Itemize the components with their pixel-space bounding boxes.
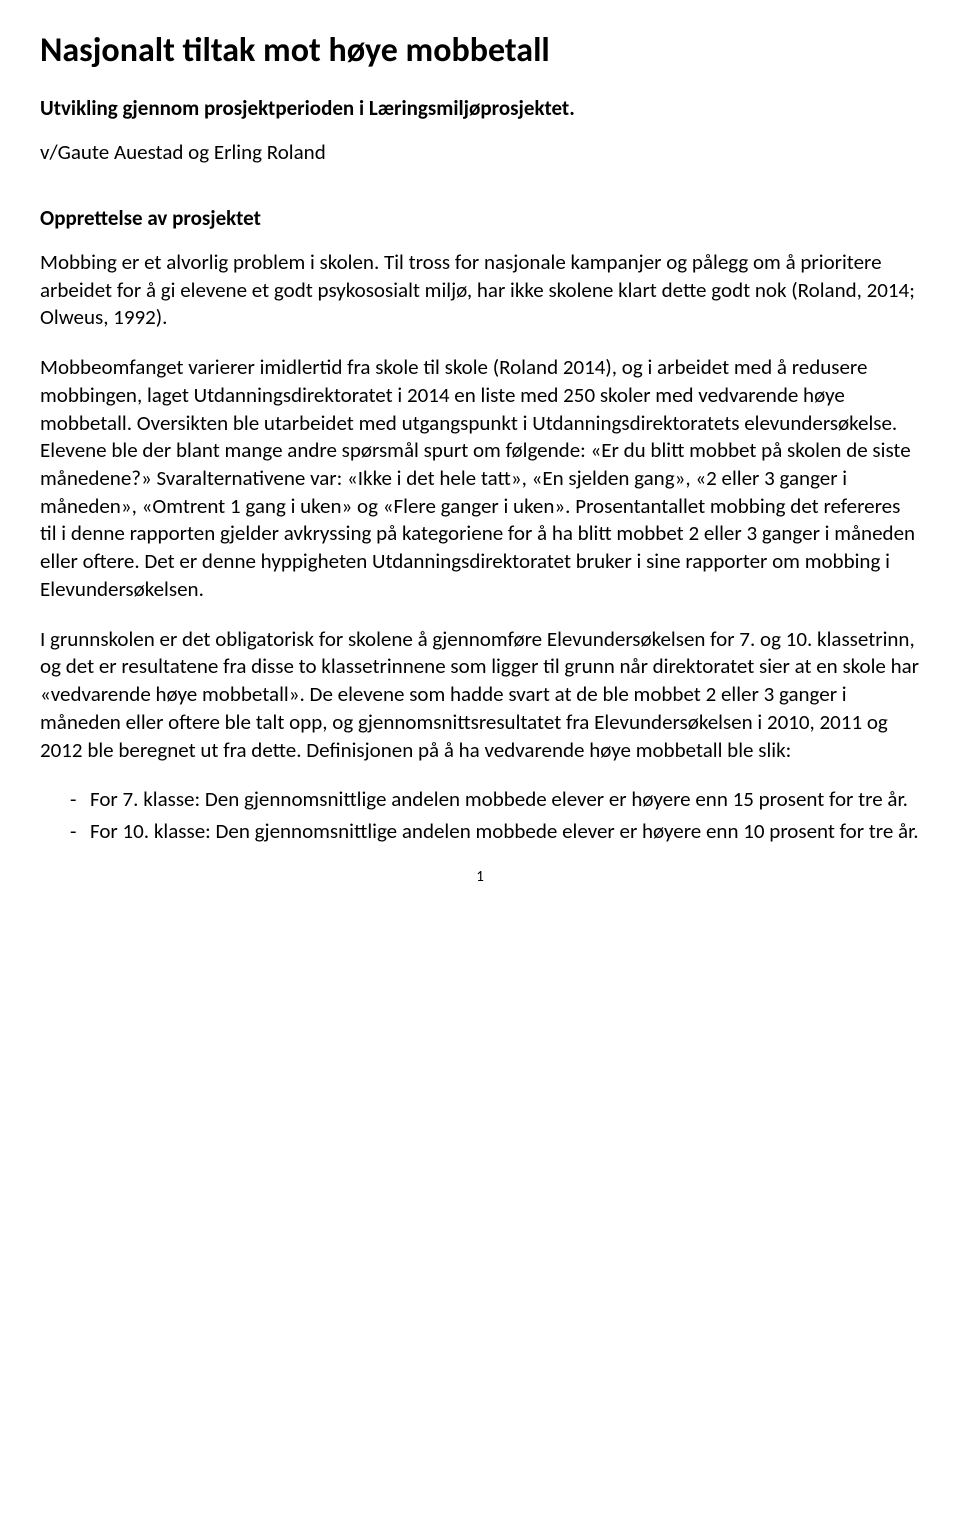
list-item: For 10. klasse: Den gjennomsnittlige and… xyxy=(70,818,920,846)
paragraph: Mobbing er et alvorlig problem i skolen.… xyxy=(40,249,920,332)
document-title: Nasjonalt tiltak mot høye mobbetall xyxy=(40,30,920,71)
section-heading: Opprettelse av prosjektet xyxy=(40,205,920,231)
page-number: 1 xyxy=(40,868,920,886)
paragraph: I grunnskolen er det obligatorisk for sk… xyxy=(40,626,920,765)
document-subtitle: Utvikling gjennom prosjektperioden i Lær… xyxy=(40,95,920,121)
paragraph: Mobbeomfanget varierer imidlertid fra sk… xyxy=(40,354,920,603)
document-byline: v/Gaute Auestad og Erling Roland xyxy=(40,139,920,165)
list-item: For 7. klasse: Den gjennomsnittlige ande… xyxy=(70,786,920,814)
bullet-list: For 7. klasse: Den gjennomsnittlige ande… xyxy=(40,786,920,845)
